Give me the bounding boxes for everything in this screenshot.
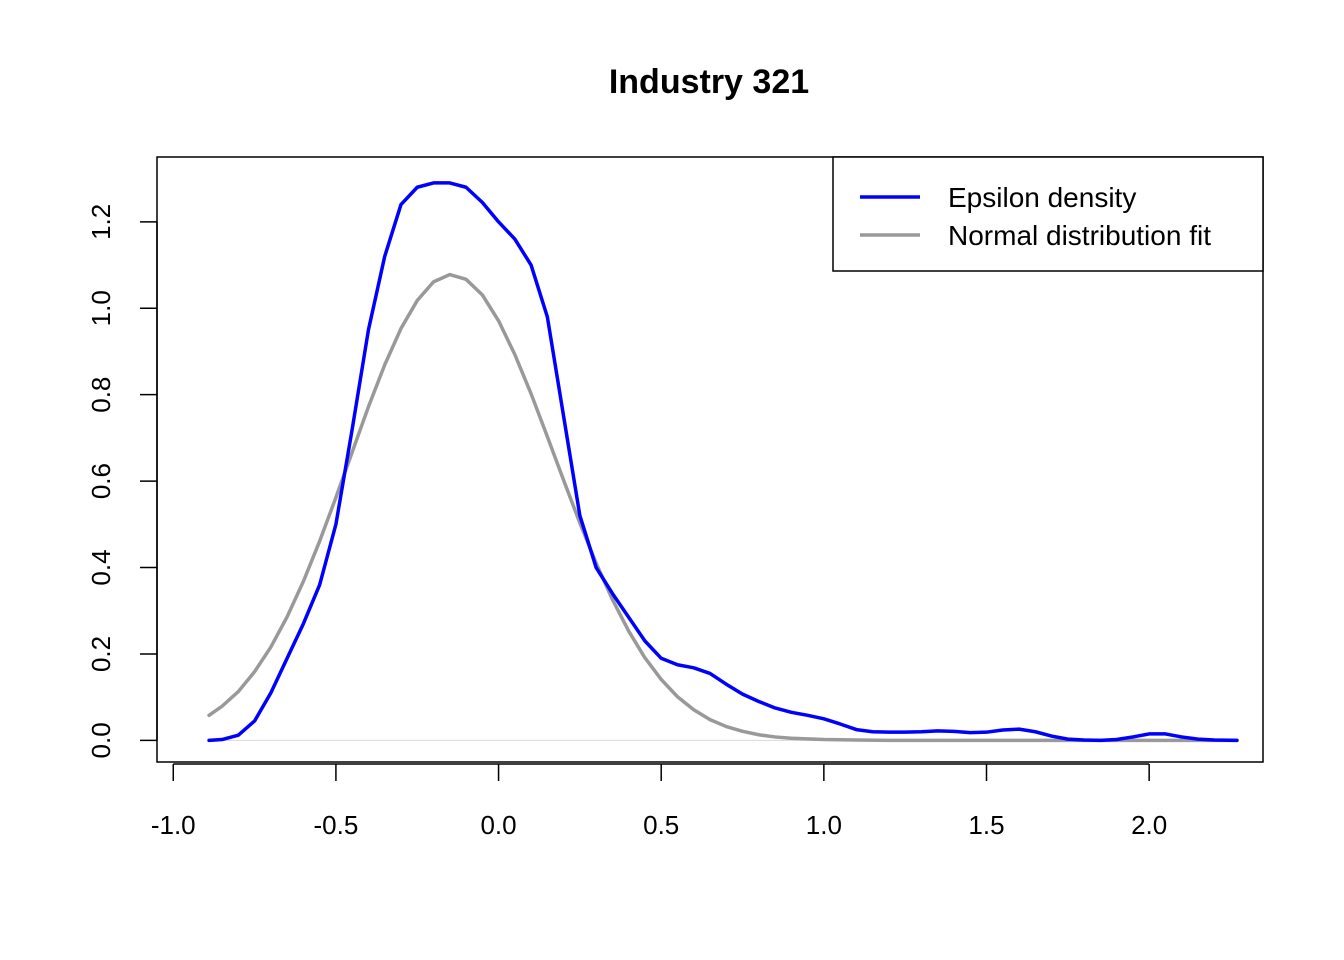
x-tick-label: -0.5 [314,810,359,840]
y-tick-label: 1.0 [86,290,116,326]
series-line-normal-distribution-fit [207,272,1239,743]
x-tick-label: 0.5 [643,810,679,840]
y-tick-label: 0.4 [86,549,116,585]
x-axis: -1.0 -0.5 0.0 0.5 1.0 1.5 2.0 [151,763,1167,840]
x-tick-label: -1.0 [151,810,196,840]
plot-area [207,181,1239,743]
legend: Epsilon density Normal distribution fit [832,156,1264,272]
x-tick-label: 1.0 [806,810,842,840]
x-tick-label: 2.0 [1131,810,1167,840]
chart-title: Industry 321 [609,63,809,101]
y-tick-label: 0.6 [86,463,116,499]
y-axis: 0.0 0.2 0.4 0.6 0.8 1.0 1.2 [86,204,158,758]
y-tick-label: 0.8 [86,377,116,413]
legend-label: Epsilon density [948,182,1136,213]
y-tick-label: 1.2 [86,204,116,240]
x-tick-label: 0.0 [480,810,516,840]
x-tick-label: 1.5 [968,810,1004,840]
legend-label: Normal distribution fit [948,220,1211,251]
legend-box [832,156,1264,272]
y-tick-label: 0.2 [86,636,116,672]
series-line-epsilon-density [207,181,1239,743]
y-tick-label: 0.0 [86,722,116,758]
